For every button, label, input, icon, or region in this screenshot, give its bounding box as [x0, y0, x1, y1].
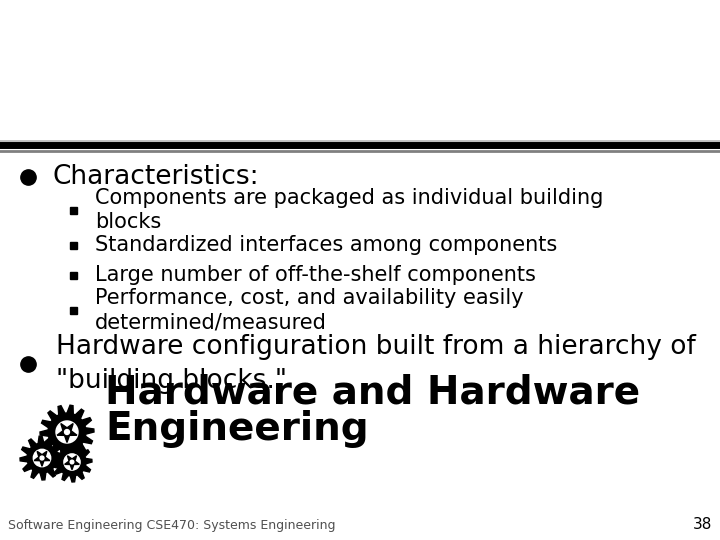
Circle shape [65, 429, 69, 435]
Text: Hardware and Hardware: Hardware and Hardware [105, 374, 640, 412]
Text: Large number of off-the-shelf components: Large number of off-the-shelf components [95, 265, 536, 285]
Text: Characteristics:: Characteristics: [52, 164, 258, 190]
Text: Engineering: Engineering [105, 410, 369, 448]
Text: Performance, cost, and availability easily
determined/measured: Performance, cost, and availability easi… [95, 288, 523, 332]
Polygon shape [20, 436, 64, 480]
Text: Hardware configuration built from a hierarchy of
"building blocks.": Hardware configuration built from a hier… [56, 334, 696, 394]
Circle shape [33, 449, 50, 467]
Text: Standardized interfaces among components: Standardized interfaces among components [95, 235, 557, 255]
Bar [70, 241, 76, 248]
Circle shape [64, 454, 80, 470]
Polygon shape [34, 451, 50, 466]
Polygon shape [65, 456, 79, 470]
Circle shape [40, 456, 44, 460]
Bar [70, 206, 76, 213]
Text: Software Engineering CSE470: Systems Engineering: Software Engineering CSE470: Systems Eng… [8, 519, 336, 532]
Circle shape [70, 460, 74, 464]
Polygon shape [57, 423, 77, 442]
Polygon shape [52, 442, 92, 482]
Circle shape [56, 421, 78, 443]
Text: Components are packaged as individual building
blocks: Components are packaged as individual bu… [95, 188, 603, 232]
Text: 38: 38 [693, 517, 712, 532]
Bar [70, 272, 76, 279]
Polygon shape [40, 405, 94, 459]
Bar [70, 307, 76, 314]
